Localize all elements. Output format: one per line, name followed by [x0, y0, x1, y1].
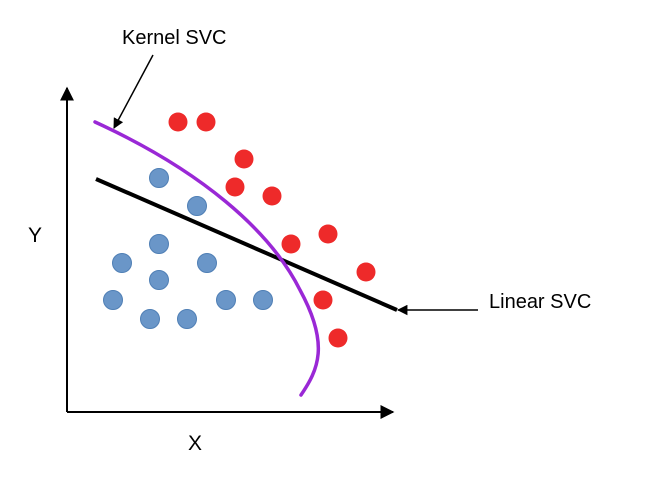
- red-point: [168, 112, 188, 132]
- red-point: [225, 177, 245, 197]
- red-point: [313, 290, 333, 310]
- blue-point: [140, 309, 160, 329]
- blue-point: [253, 290, 273, 310]
- linear-svc-label: Linear SVC: [489, 291, 591, 313]
- blue-point: [177, 309, 197, 329]
- red-point: [196, 112, 216, 132]
- blue-class-points: [103, 168, 273, 329]
- red-point: [328, 328, 348, 348]
- kernel-svc-label: Kernel SVC: [122, 27, 227, 49]
- blue-point: [216, 290, 236, 310]
- kernel-svc-boundary: [93, 120, 321, 397]
- y-axis-label: Y: [28, 224, 42, 247]
- kernel-callout-arrow: [113, 54, 154, 129]
- blue-point: [112, 253, 132, 273]
- red-point: [262, 186, 282, 206]
- blue-point: [103, 290, 123, 310]
- linear-svc-boundary: [95, 177, 398, 312]
- red-point: [318, 224, 338, 244]
- red-point: [356, 262, 376, 282]
- blue-point: [149, 270, 169, 290]
- red-class-points: [168, 112, 376, 348]
- red-point: [234, 149, 254, 169]
- blue-point: [187, 196, 207, 216]
- red-point: [281, 234, 301, 254]
- blue-point: [149, 168, 169, 188]
- blue-point: [197, 253, 217, 273]
- x-axis-label: X: [188, 432, 202, 455]
- blue-point: [149, 234, 169, 254]
